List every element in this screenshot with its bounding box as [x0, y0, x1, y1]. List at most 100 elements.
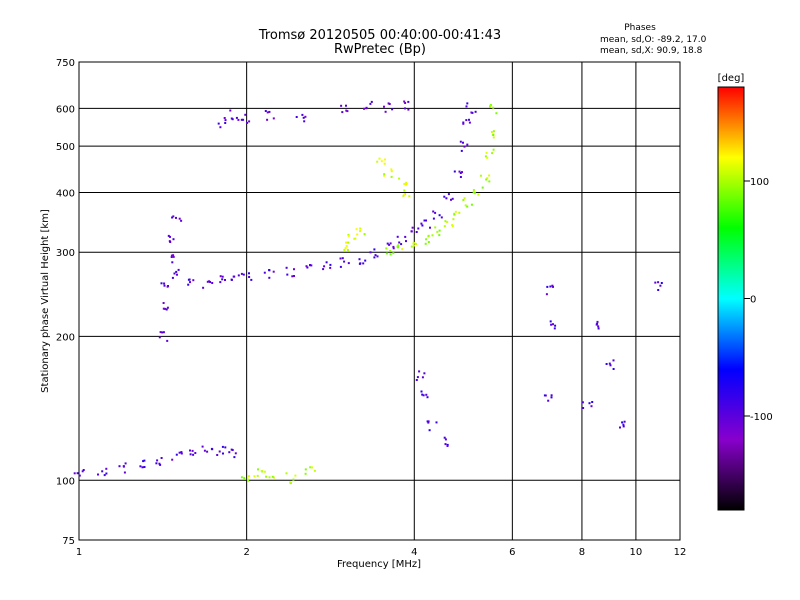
- echo-point: [309, 264, 311, 267]
- y-tick-label: 400: [56, 188, 75, 199]
- echo-point: [235, 116, 238, 119]
- echo-point: [250, 278, 253, 281]
- echo-point: [427, 234, 430, 237]
- echo-point: [253, 475, 256, 478]
- echo-point: [76, 472, 79, 475]
- echo-point: [654, 281, 657, 284]
- echo-point: [82, 469, 85, 471]
- echo-point: [444, 220, 447, 223]
- echo-point: [392, 252, 395, 255]
- echo-point: [425, 238, 428, 241]
- echo-point: [435, 421, 438, 424]
- echo-point: [356, 233, 359, 236]
- echo-point: [451, 225, 454, 228]
- echo-point: [103, 474, 106, 477]
- echo-point: [224, 279, 226, 281]
- echo-point: [486, 156, 489, 159]
- echo-point: [171, 261, 174, 264]
- echo-point: [122, 465, 125, 468]
- echo-point: [325, 261, 328, 264]
- echo-point: [461, 171, 463, 174]
- echo-point: [355, 228, 358, 231]
- echo-point: [101, 470, 104, 473]
- echo-point: [466, 102, 469, 105]
- echo-point: [386, 242, 389, 245]
- echo-point: [488, 174, 491, 177]
- echo-point: [358, 258, 361, 261]
- echo-point: [434, 211, 437, 214]
- x-axis-label: Frequency [MHz]: [337, 559, 421, 570]
- echo-point: [176, 273, 178, 276]
- echo-point: [175, 216, 177, 219]
- y-tick-label: 100: [56, 476, 75, 487]
- y-tick-label: 75: [62, 536, 75, 547]
- echo-point: [446, 445, 449, 447]
- echo-point: [268, 276, 271, 279]
- grid-lines: [79, 62, 680, 540]
- echo-point: [73, 472, 76, 475]
- echo-point: [271, 475, 274, 478]
- echo-point: [263, 271, 266, 274]
- echo-point: [158, 462, 161, 465]
- echo-point: [612, 359, 615, 362]
- echo-point: [203, 449, 206, 452]
- x-axis-ticks: 1 2 4 6 8 10 12: [76, 547, 687, 558]
- echo-point: [385, 252, 388, 255]
- echo-point: [170, 254, 173, 257]
- echo-point: [453, 170, 456, 173]
- echo-point: [410, 230, 413, 233]
- echo-point: [462, 141, 464, 144]
- echo-point: [591, 401, 594, 403]
- x-tick-label: 6: [509, 547, 515, 558]
- echo-point: [380, 160, 383, 163]
- echo-point: [424, 242, 427, 245]
- echo-point: [158, 336, 161, 339]
- echo-point: [403, 189, 406, 192]
- echo-point: [474, 192, 476, 195]
- echo-point: [305, 265, 308, 268]
- echo-point: [398, 241, 401, 244]
- echo-point: [353, 237, 356, 240]
- echo-point: [609, 364, 612, 367]
- echo-point: [143, 459, 146, 462]
- echo-point: [364, 259, 367, 262]
- echo-point: [452, 218, 455, 221]
- echo-point: [554, 324, 557, 327]
- echo-point: [345, 241, 348, 244]
- echo-point: [221, 278, 224, 281]
- echo-point: [272, 270, 275, 273]
- echo-point: [311, 466, 314, 469]
- echo-point: [164, 307, 167, 310]
- echo-point: [218, 450, 221, 453]
- echo-point: [310, 264, 313, 267]
- echo-point: [240, 476, 243, 479]
- echo-point: [445, 197, 448, 200]
- echo-point: [304, 468, 307, 471]
- echo-point: [272, 117, 275, 120]
- echo-point: [489, 105, 492, 108]
- echo-point: [472, 191, 475, 194]
- echo-point: [398, 177, 401, 180]
- echo-point: [124, 462, 127, 465]
- echo-point: [206, 280, 209, 283]
- echo-point: [491, 152, 494, 155]
- y-tick-label: 200: [56, 332, 75, 343]
- echo-point: [553, 327, 556, 330]
- echo-point: [206, 450, 209, 453]
- phase-legend-o-stats: mean, sd,O: -89.2, 17.0: [600, 35, 707, 45]
- echo-point: [329, 266, 332, 269]
- echo-point: [623, 420, 626, 423]
- echo-point: [495, 112, 498, 115]
- echo-point: [347, 234, 350, 237]
- echo-point: [370, 100, 373, 103]
- echo-point: [304, 472, 307, 475]
- echo-point: [389, 242, 392, 245]
- echo-point: [171, 276, 174, 279]
- echo-point: [428, 429, 431, 432]
- echo-point: [458, 211, 461, 214]
- x-tick-label: 2: [243, 547, 249, 558]
- echo-point: [178, 217, 181, 220]
- echo-point: [170, 256, 173, 258]
- echo-point: [420, 222, 423, 225]
